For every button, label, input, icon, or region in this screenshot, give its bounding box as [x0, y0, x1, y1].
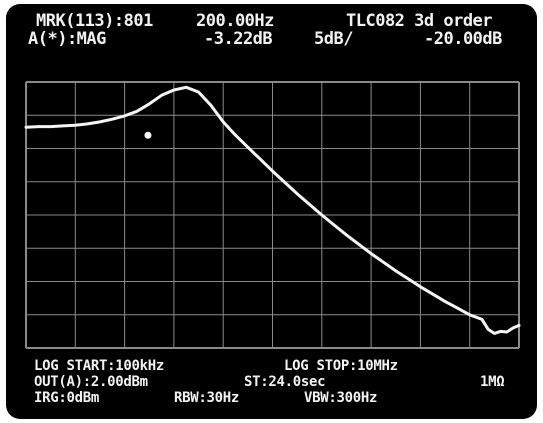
analyzer-screen: MRK(113):801 200.00Hz TLC082 3d order A(… — [6, 4, 537, 419]
marker-label: MRK(113):801 — [36, 11, 153, 31]
sweep-time: ST:24.0sec — [244, 374, 326, 390]
marker-frequency: 200.00Hz — [196, 11, 274, 31]
marker-point — [144, 131, 152, 139]
graticule-grid — [25, 81, 520, 349]
measurement-mode: A(*):MAG — [28, 29, 106, 49]
log-start-frequency: LOG START:100kHz — [34, 358, 165, 374]
log-stop-frequency: LOG STOP:10MHz — [284, 358, 398, 374]
marker-value: -3.22dB — [204, 29, 273, 49]
vertical-scale: 5dB/ — [314, 29, 353, 49]
reference-level: -20.00dB — [424, 29, 502, 49]
input-impedance: 1MΩ — [480, 374, 505, 390]
trace-plot — [24, 81, 521, 349]
output-level: OUT(A):2.00dBm — [34, 374, 148, 390]
resolution-bandwidth: RBW:30Hz — [174, 390, 240, 406]
trace-title: TLC082 3d order — [346, 11, 493, 31]
input-range: IRG:0dBm — [34, 390, 100, 406]
trace-line — [24, 85, 521, 335]
video-bandwidth: VBW:300Hz — [304, 390, 378, 406]
